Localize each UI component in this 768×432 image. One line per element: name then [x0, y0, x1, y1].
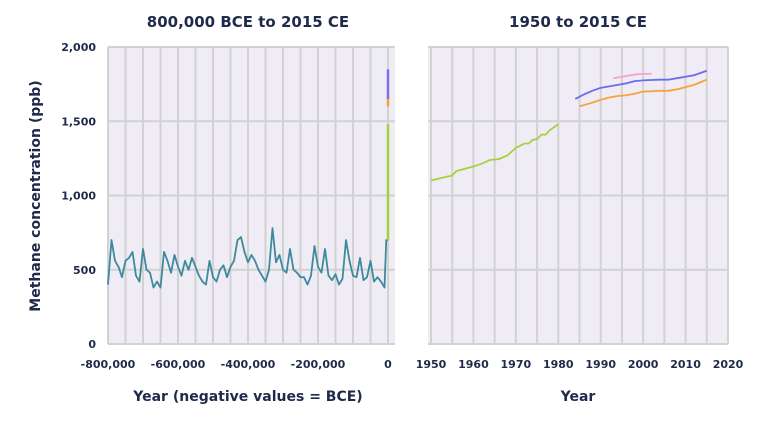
panel-1: 1950 to 2015 CE 1950 1960 1970 1980 1990 2000 2… — [416, 13, 744, 405]
y-axis-label: Methane concentration (ppb) — [28, 80, 44, 311]
x-tick-label: 2010 — [670, 358, 701, 371]
series-line-1 — [574, 69, 708, 100]
y-tick-label: 2,000 — [61, 41, 96, 54]
series-line-0 — [430, 123, 559, 182]
y-tick-label: 1,000 — [61, 190, 96, 203]
x-tick-label: -800,000 — [81, 358, 136, 371]
x-axis-label: Year — [560, 389, 596, 405]
panel-title: 1950 to 2015 CE — [509, 13, 647, 31]
x-tick-label: -200,000 — [291, 358, 346, 371]
x-tick-label: 1970 — [501, 358, 532, 371]
x-tick-label: -400,000 — [221, 358, 276, 371]
y-tick-label: 1,500 — [61, 115, 96, 128]
x-tick-label: 2000 — [628, 358, 659, 371]
x-tick-label: 1960 — [458, 358, 489, 371]
series-line-0 — [107, 227, 388, 289]
panel-0: 800,000 BCE to 2015 CE -800,000 -600,000 -4… — [28, 13, 395, 405]
y-tick-label: 0 — [88, 338, 96, 351]
panel-title: 800,000 BCE to 2015 CE — [147, 13, 349, 31]
series-line-3 — [613, 72, 652, 80]
x-tick-label: -600,000 — [151, 358, 206, 371]
x-tick-label: 0 — [384, 358, 392, 371]
x-tick-label: 1950 — [416, 358, 447, 371]
x-tick-label: 1980 — [543, 358, 574, 371]
x-tick-label: 1990 — [585, 358, 616, 371]
series-line-2 — [579, 78, 708, 108]
x-tick-label: 2020 — [713, 358, 744, 371]
x-axis-label: Year (negative values = BCE) — [132, 389, 362, 405]
y-tick-label: 500 — [73, 264, 96, 277]
